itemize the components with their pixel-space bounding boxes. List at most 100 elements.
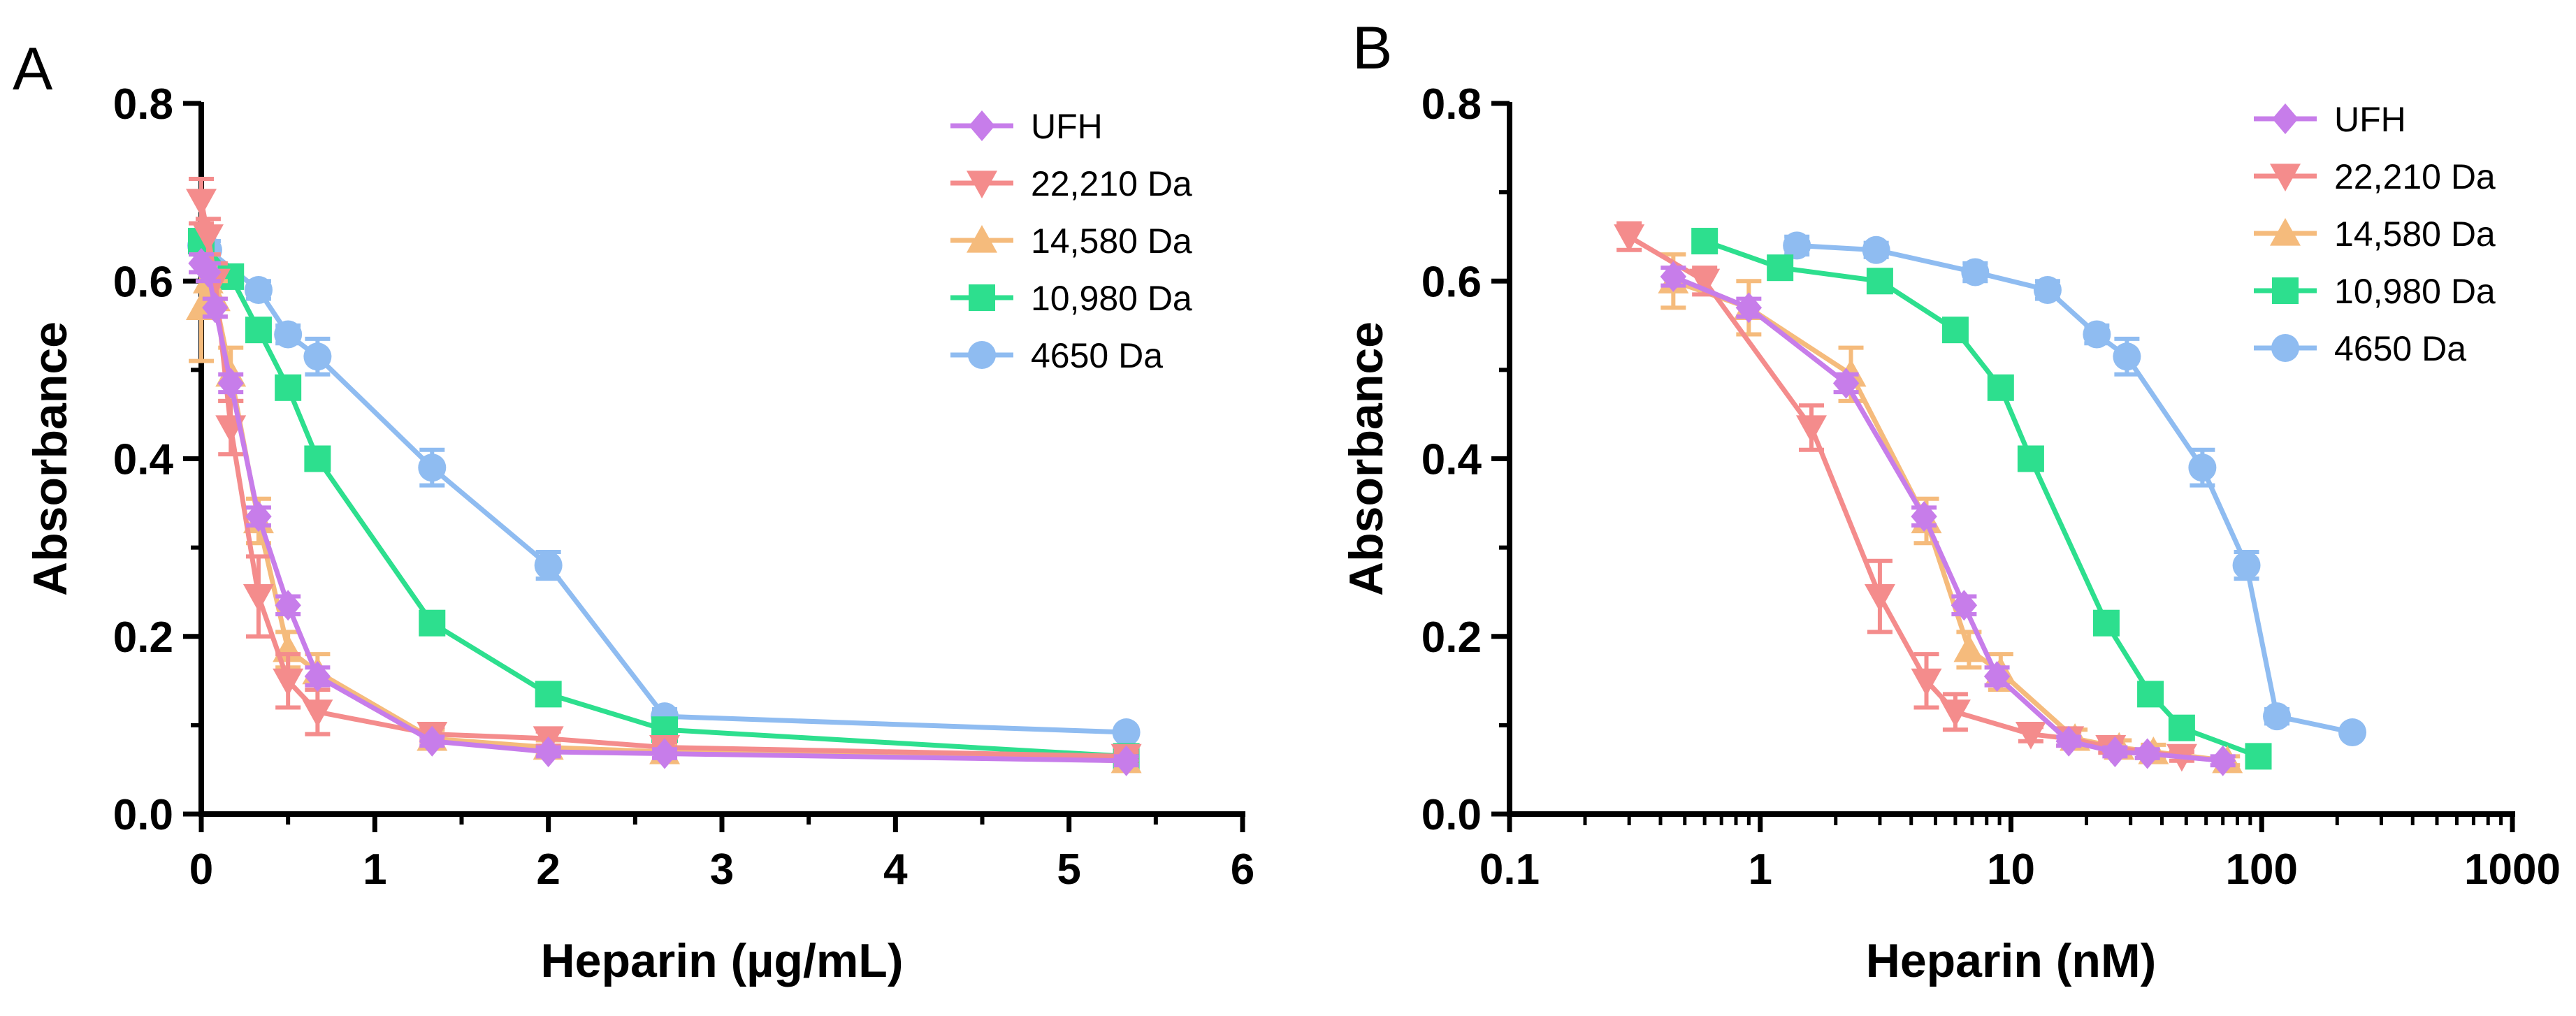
data-point xyxy=(2055,725,2082,757)
panel-a-letter: A xyxy=(13,36,53,103)
legend-label: UFH xyxy=(1031,107,1103,146)
legend-label: 10,980 Da xyxy=(2334,272,2496,311)
data-point xyxy=(535,681,562,708)
data-point xyxy=(186,189,217,217)
series-4650-da xyxy=(1783,231,2367,747)
x-tick-label: 1000 xyxy=(2464,846,2561,894)
data-point xyxy=(202,292,229,324)
legend-marker xyxy=(969,284,995,311)
data-point xyxy=(2134,738,2161,769)
panel-a-chart: 0.0 0.2 0.4 0.6 0.8 0 1 2 3 4 5 6 Heparin (µg/mL) Abs… xyxy=(24,80,1254,987)
x-axis-title: Heparin (nM) xyxy=(1866,934,2157,987)
data-point xyxy=(2232,551,2261,580)
series-ufh xyxy=(188,247,1140,776)
data-point xyxy=(2113,342,2141,371)
panel-b-letter: B xyxy=(1352,15,1392,82)
x-tick-label: 2 xyxy=(536,846,560,894)
data-point xyxy=(303,342,332,371)
series-line xyxy=(1703,238,2259,759)
data-point xyxy=(1113,745,1140,776)
data-point xyxy=(2033,275,2062,304)
data-point xyxy=(419,725,445,757)
data-point xyxy=(1689,268,1721,297)
legend-marker xyxy=(967,225,997,253)
data-point xyxy=(1939,699,1971,727)
data-point xyxy=(2092,609,2120,637)
data-point xyxy=(2209,745,2236,776)
legend-label: 10,980 Da xyxy=(1031,279,1192,318)
data-point xyxy=(1866,268,1893,295)
data-point xyxy=(1112,718,1141,747)
data-point xyxy=(419,609,446,637)
data-point xyxy=(192,224,224,252)
series-line xyxy=(1796,242,2353,735)
series-line xyxy=(1672,274,2224,764)
data-point xyxy=(2137,681,2164,708)
data-point xyxy=(1832,368,1860,399)
y-tick-label: 0.4 xyxy=(1421,436,1482,484)
series-ufh xyxy=(1660,261,2236,776)
data-point xyxy=(1911,501,1937,532)
legend-label: 14,580 Da xyxy=(1031,222,1192,261)
x-tick-label: 6 xyxy=(1231,846,1254,894)
data-point xyxy=(217,368,244,399)
data-point xyxy=(2101,736,2129,768)
data-point xyxy=(1862,235,1890,264)
y-tick-label: 0.0 xyxy=(113,791,173,839)
x-tick-label: 1 xyxy=(363,846,386,894)
data-point xyxy=(1961,258,1990,286)
y-axis-title: Absorbance xyxy=(24,321,77,596)
x-tick-label: 3 xyxy=(710,846,734,894)
data-point xyxy=(418,453,447,482)
data-point xyxy=(302,699,333,727)
x-tick-label: 10 xyxy=(1987,846,2035,894)
data-point xyxy=(274,320,303,349)
data-point xyxy=(2338,718,2367,747)
legend-marker xyxy=(2272,277,2299,304)
data-point xyxy=(1987,374,2014,401)
data-point xyxy=(1691,228,1718,255)
data-point xyxy=(2245,743,2272,770)
data-point xyxy=(1911,668,1942,697)
data-point xyxy=(534,551,563,580)
series-14-580-da xyxy=(186,252,1142,774)
data-point xyxy=(1614,224,1645,252)
data-point xyxy=(243,583,274,612)
data-point xyxy=(245,501,272,532)
legend-marker xyxy=(2272,103,2299,134)
data-point xyxy=(1735,292,1763,324)
data-point xyxy=(275,590,301,621)
legend-label: UFH xyxy=(2334,100,2406,139)
data-point xyxy=(2083,320,2111,349)
data-point xyxy=(273,668,304,697)
x-axis-title: Heparin (µg/mL) xyxy=(541,934,904,987)
data-point xyxy=(1941,317,1969,344)
legend-marker xyxy=(2270,164,2301,191)
x-tick-label: 0.1 xyxy=(1479,846,1540,894)
legend: UFH 22,210 Da 14,580 Da 10,980 Da 4650 Da xyxy=(950,107,1192,375)
data-point xyxy=(245,317,272,344)
x-tick-label: 1 xyxy=(1749,846,1772,894)
y-tick-label: 0.6 xyxy=(1421,258,1482,306)
y-tick-label: 0.4 xyxy=(113,436,174,484)
y-tick-label: 0.2 xyxy=(1421,614,1482,662)
data-point xyxy=(2188,453,2217,482)
legend-marker xyxy=(2270,218,2301,246)
series-22-210-da xyxy=(1614,221,2197,772)
y-tick-label: 0.8 xyxy=(113,80,173,129)
data-point xyxy=(1864,583,1895,612)
y-tick-label: 0.8 xyxy=(1421,80,1482,129)
data-point xyxy=(1953,634,1985,662)
legend-marker xyxy=(2271,334,2299,362)
data-point xyxy=(1767,254,1794,282)
legend-marker xyxy=(969,110,995,141)
y-tick-label: 0.0 xyxy=(1421,791,1482,839)
data-point xyxy=(195,256,222,288)
legend-label: 4650 Da xyxy=(2334,329,2466,368)
series-10-980-da xyxy=(1691,228,2272,770)
data-point xyxy=(275,374,302,401)
x-tick-label: 4 xyxy=(883,846,908,894)
legend-label: 4650 Da xyxy=(1031,336,1163,375)
